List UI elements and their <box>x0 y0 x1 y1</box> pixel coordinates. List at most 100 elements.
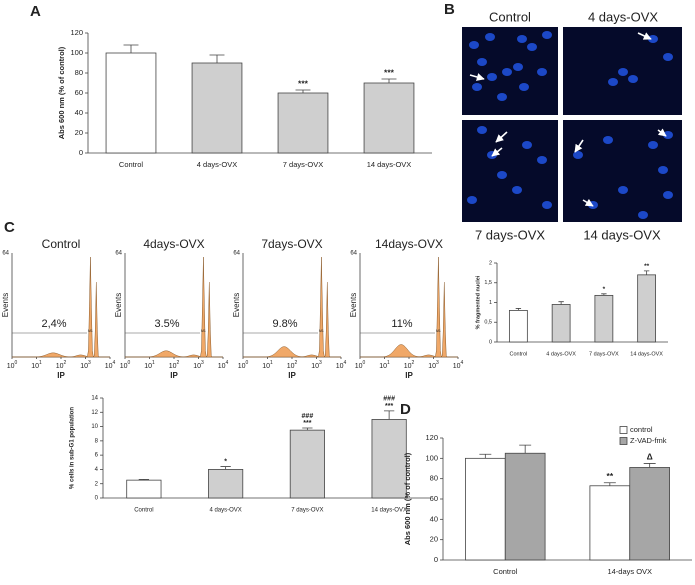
tick-exponent: 1 <box>387 360 390 366</box>
x-tick-label: Control <box>119 160 144 169</box>
tick-base: 10 <box>311 363 319 370</box>
bar <box>504 452 546 561</box>
arrow <box>491 147 503 157</box>
error-bar <box>123 44 139 53</box>
tick-base: 10 <box>144 363 152 370</box>
histogram-title: 7days-OVX <box>261 237 322 251</box>
y-axis-title: Events <box>1 293 10 317</box>
nucleus <box>588 201 598 209</box>
y-tick-label: 100 <box>70 48 83 57</box>
tick-base: 10 <box>31 363 39 370</box>
y-tick-label: 80 <box>75 68 83 77</box>
nucleus <box>517 35 527 43</box>
tick-exponent: 3 <box>201 360 204 366</box>
tick-exponent: 4 <box>113 360 116 366</box>
y-tick-label: 2 <box>95 481 99 487</box>
tick-base: 10 <box>404 363 412 370</box>
x-tick-label: 103 <box>311 360 322 370</box>
nucleus <box>487 73 497 81</box>
error-bar <box>643 463 656 468</box>
gate-label: M1 <box>436 329 441 333</box>
y-top-label: 64 <box>233 251 240 257</box>
y-tick-label: 0 <box>434 555 438 564</box>
nucleus <box>472 83 482 91</box>
error-bar <box>302 427 313 431</box>
bar <box>126 479 162 499</box>
tick-base: 10 <box>238 363 246 370</box>
legend-swatch <box>619 426 628 434</box>
x-tick-label: 101 <box>379 360 390 370</box>
nucleus <box>469 41 479 49</box>
x-tick-label: 7 days-OVX <box>291 508 323 514</box>
x-tick-label: 7 days-OVX <box>589 351 619 357</box>
micrograph-label: 7 days-OVX <box>475 227 545 242</box>
significance-label: * <box>224 459 227 466</box>
histogram <box>12 257 110 358</box>
percentage-label: 11% <box>391 318 412 330</box>
x-tick-label: 104 <box>105 360 116 370</box>
tick-base: 10 <box>379 363 387 370</box>
tick-exponent: 1 <box>152 360 155 366</box>
tick-base: 10 <box>355 363 363 370</box>
tick-exponent: 4 <box>344 360 347 366</box>
x-tick-label: 102 <box>287 360 298 370</box>
arrow <box>637 32 652 40</box>
tick-base: 10 <box>262 363 270 370</box>
x-tick-label: 103 <box>428 360 439 370</box>
x-tick-label: 14-days OVX <box>607 567 652 576</box>
y-tick-label: 10 <box>91 424 98 430</box>
bar <box>191 62 243 154</box>
tick-exponent: 4 <box>461 360 464 366</box>
nucleus <box>608 78 618 86</box>
x-tick-label: 104 <box>218 360 229 370</box>
gate-label: M1 <box>319 329 324 333</box>
bar <box>105 52 157 154</box>
x-tick-label: 4 days-OVX <box>209 508 241 514</box>
x-tick-label: Control <box>510 351 528 357</box>
tick-base: 10 <box>80 363 88 370</box>
nucleus <box>542 31 552 39</box>
percentage-label: 3.5% <box>154 318 179 330</box>
significance-label: ### <box>383 396 395 403</box>
tick-base: 10 <box>169 363 177 370</box>
y-tick-label: 1 <box>489 300 492 306</box>
tick-exponent: 2 <box>64 360 67 366</box>
histogram <box>125 257 223 358</box>
nucleus <box>658 166 668 174</box>
tick-exponent: 0 <box>128 360 131 366</box>
x-tick-label: 104 <box>453 360 464 370</box>
tick-base: 10 <box>120 363 128 370</box>
tick-exponent: 3 <box>319 360 322 366</box>
x-tick-label: 100 <box>120 360 131 370</box>
error-bar <box>519 444 532 454</box>
nucleus <box>573 151 583 159</box>
tick-base: 10 <box>218 363 226 370</box>
x-tick-label: 14 days-OVX <box>371 508 407 514</box>
tick-exponent: 0 <box>246 360 249 366</box>
bar <box>551 304 571 343</box>
arrow <box>582 198 594 207</box>
x-tick-label: 102 <box>404 360 415 370</box>
bar <box>629 467 670 561</box>
error-bar <box>295 89 311 93</box>
histogram-title: Control <box>42 237 81 251</box>
tick-base: 10 <box>428 363 436 370</box>
tick-base: 10 <box>453 363 461 370</box>
nucleus <box>537 156 547 164</box>
tick-base: 10 <box>105 363 113 370</box>
panel-label: D <box>400 401 411 418</box>
error-bar <box>515 308 522 311</box>
y-tick-label: 12 <box>91 410 98 416</box>
tick-exponent: 0 <box>363 360 366 366</box>
nucleus <box>522 141 532 149</box>
significance-label: ** <box>644 263 650 270</box>
x-tick-label: Control <box>493 567 518 576</box>
x-tick-label: 100 <box>238 360 249 370</box>
histogram <box>243 257 341 358</box>
error-bar <box>209 54 225 63</box>
error-bar <box>138 479 150 481</box>
y-axis-title: Abs 600 nm (% of control) <box>403 452 412 545</box>
bar <box>508 309 528 343</box>
error-bar <box>643 270 650 275</box>
